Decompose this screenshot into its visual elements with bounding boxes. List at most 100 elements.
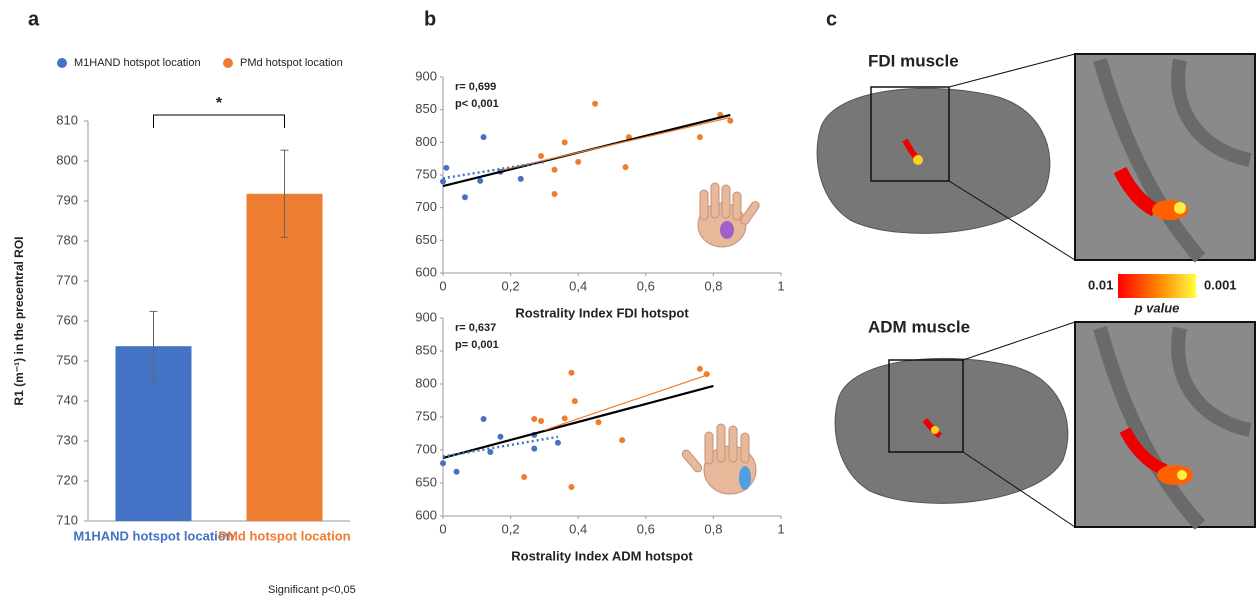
significance-label: * — [216, 95, 223, 112]
y-tick-label: 800 — [415, 375, 437, 390]
point — [572, 398, 578, 404]
x-tick-label: 1 — [777, 278, 784, 293]
point — [518, 176, 524, 182]
y-tick-label: 740 — [56, 392, 78, 407]
brain-title: ADM muscle — [868, 317, 970, 336]
point — [440, 179, 446, 185]
y-tick-label: 800 — [56, 152, 78, 167]
y-tick-label: 770 — [56, 272, 78, 287]
y-tick-label: 850 — [415, 342, 437, 357]
point — [568, 484, 574, 490]
figure: a b c Significant p<0,05 FDI muscle 0.01… — [0, 0, 1258, 599]
x-tick-label: 0,8 — [704, 278, 722, 293]
x-tick-label: 0,6 — [637, 278, 655, 293]
x-tick-label: 0,8 — [704, 521, 722, 536]
hand-icon — [681, 424, 756, 494]
point — [462, 194, 468, 200]
x-tick-label: 0 — [439, 521, 446, 536]
y-tick-label: 710 — [56, 512, 78, 527]
point — [727, 118, 733, 124]
point — [552, 167, 558, 173]
legend-marker — [57, 58, 67, 68]
x-tick-label: 0,6 — [637, 521, 655, 536]
point — [443, 165, 449, 171]
point — [454, 469, 460, 475]
x-tick-label: 0,2 — [502, 278, 520, 293]
point — [623, 164, 629, 170]
significance-bracket — [154, 115, 285, 128]
colorbar — [1118, 274, 1196, 298]
annotation: r= 0,637 — [455, 322, 496, 334]
point — [538, 418, 544, 424]
x-tick-label: PMd hotspot location — [218, 528, 350, 543]
y-tick-label: 760 — [56, 312, 78, 327]
x-axis-label: Rostrality Index FDI hotspot — [515, 305, 689, 320]
y-tick-label: 810 — [56, 112, 78, 127]
point — [592, 101, 598, 107]
colorbar-label: p value — [1134, 300, 1180, 315]
point — [481, 416, 487, 422]
legend-marker — [223, 58, 233, 68]
annotation: r= 0,699 — [455, 81, 496, 93]
point — [555, 440, 561, 446]
y-tick-label: 750 — [415, 166, 437, 181]
brain-title: FDI muscle — [868, 51, 959, 70]
point — [531, 416, 537, 422]
y-tick-label: 800 — [415, 134, 437, 149]
point — [552, 191, 558, 197]
x-tick-label: 0 — [439, 278, 446, 293]
trend-line — [500, 118, 730, 171]
y-tick-label: 600 — [415, 264, 437, 279]
x-tick-label: 0,2 — [502, 521, 520, 536]
note: Significant p<0,05 — [268, 584, 356, 596]
y-tick-label: 720 — [56, 472, 78, 487]
x-axis-label: Rostrality Index ADM hotspot — [511, 548, 693, 563]
figure-canvas: a b c Significant p<0,05 FDI muscle 0.01… — [0, 0, 1258, 599]
point — [497, 434, 503, 440]
x-tick-label: 0,4 — [569, 278, 587, 293]
panel-label: c — [826, 8, 837, 30]
colorbar-low: 0.01 — [1088, 277, 1113, 292]
y-tick-label: 600 — [415, 507, 437, 522]
point — [481, 134, 487, 140]
x-tick-label: M1HAND hotspot location — [73, 528, 233, 543]
point — [697, 134, 703, 140]
point — [531, 446, 537, 452]
x-tick-label: 1 — [777, 521, 784, 536]
point — [477, 178, 483, 184]
legend-label: PMd hotspot location — [240, 57, 343, 69]
point — [568, 370, 574, 376]
point — [697, 366, 703, 372]
legend-label: M1HAND hotspot location — [74, 57, 201, 69]
panel-label: a — [28, 8, 40, 30]
point — [521, 474, 527, 480]
y-tick-label: 730 — [56, 432, 78, 447]
y-tick-label: 700 — [415, 199, 437, 214]
y-axis-label: R1 (m⁻¹) in the precentral ROI — [12, 236, 26, 405]
y-tick-label: 650 — [415, 232, 437, 247]
y-tick-label: 750 — [415, 408, 437, 423]
trend-line — [544, 374, 710, 430]
point — [562, 139, 568, 145]
y-tick-label: 900 — [415, 309, 437, 324]
annotation: p< 0,001 — [455, 98, 499, 110]
point — [562, 415, 568, 421]
colorbar-high: 0.001 — [1204, 277, 1237, 292]
point — [538, 153, 544, 159]
x-tick-label: 0,4 — [569, 521, 587, 536]
y-tick-label: 700 — [415, 441, 437, 456]
y-tick-label: 650 — [415, 474, 437, 489]
point — [575, 159, 581, 165]
point — [595, 419, 601, 425]
bar — [247, 194, 323, 521]
y-tick-label: 780 — [56, 232, 78, 247]
annotation: p= 0,001 — [455, 339, 499, 351]
hand-icon — [698, 183, 761, 247]
y-tick-label: 900 — [415, 68, 437, 83]
brain-panel: FDI muscle 0.01 0.001 p value ADM muscle — [817, 51, 1255, 527]
point — [619, 437, 625, 443]
y-tick-label: 850 — [415, 101, 437, 116]
point — [440, 460, 446, 466]
y-tick-label: 790 — [56, 192, 78, 207]
panel-label: b — [424, 8, 436, 30]
